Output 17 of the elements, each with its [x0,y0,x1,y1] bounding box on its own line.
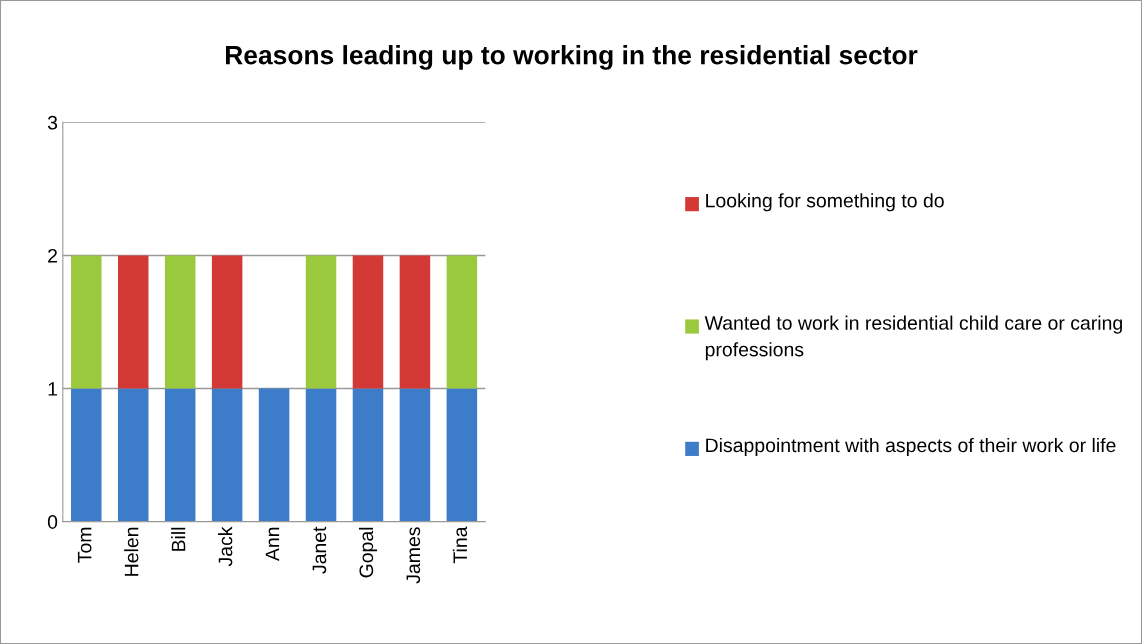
x-tick-label: Tina [452,526,468,564]
x-tick-label: Bill [171,527,186,551]
y-tick-label: 2 [48,248,57,263]
y-tick-label: 3 [47,115,58,130]
x-tick-label: Ann [265,527,280,562]
text: Reasons leading up to working in the residential sector [226,45,918,70]
y-tick-label: 1 [48,382,57,396]
legend-label: Looking for something to do [706,193,944,212]
y-tick-label: 0 [47,515,58,529]
x-tick-label: James [406,527,421,584]
x-tick-label: Janet [312,526,327,574]
legend-label: Wanted to work in residential child care or caring professions [704,315,1122,361]
x-tick-label: Jack [218,526,233,567]
x-tick-label: Tom [77,527,92,563]
legend-label: Disappointment with aspects of their work or life [706,437,1116,457]
x-tick-label: Helen [124,527,139,576]
x-tick-label: Gopal [358,527,378,578]
